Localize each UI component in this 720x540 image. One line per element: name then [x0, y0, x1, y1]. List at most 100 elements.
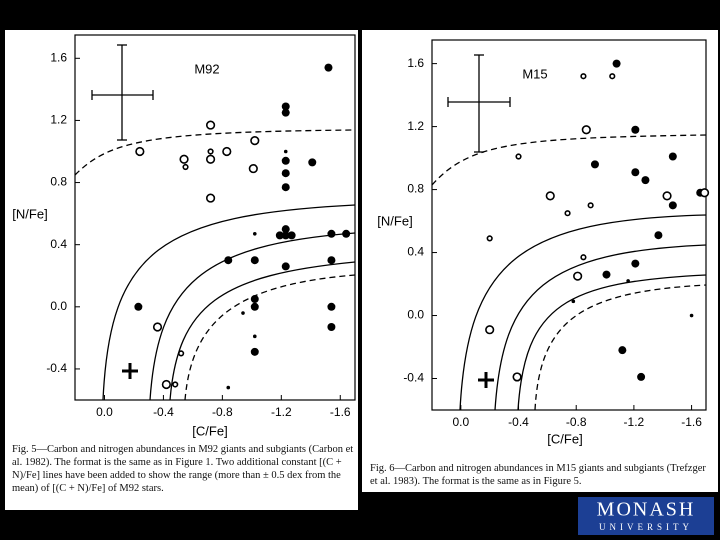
data-point [250, 347, 259, 356]
data-point [626, 279, 630, 283]
data-point [281, 169, 290, 178]
y-tick-label: 0.4 [50, 237, 67, 251]
dashed-curve [431, 134, 707, 186]
y-tick-label: 0.8 [407, 182, 424, 196]
x-tick-label: -0.8 [566, 415, 587, 429]
caption: Fig. 6—Carbon and nitrogen abundances in… [370, 463, 706, 487]
x-tick-label: -1.2 [271, 405, 292, 419]
data-point [581, 125, 591, 135]
data-point [205, 154, 216, 164]
data-point [699, 188, 710, 198]
data-point [281, 102, 290, 111]
x-tick-label: -1.6 [681, 415, 702, 429]
x-tick-label: -1.2 [624, 415, 645, 429]
data-point [327, 323, 336, 331]
dashed-curve [184, 274, 356, 401]
y-tick-label: -0.4 [46, 361, 67, 375]
annotation: M92 [194, 61, 219, 76]
data-point [327, 229, 336, 238]
x-tick-label: -1.6 [330, 405, 351, 419]
dashed-curve [534, 284, 707, 411]
data-point [172, 381, 179, 388]
y-tick-label: 1.6 [50, 50, 67, 64]
data-point [252, 334, 257, 339]
data-point [281, 262, 290, 271]
curve [459, 214, 707, 411]
y-axis-label: [N/Fe] [377, 213, 412, 228]
data-point [178, 350, 185, 357]
x-tick-label: -0.8 [212, 405, 233, 419]
data-point [222, 146, 232, 157]
data-point [580, 254, 587, 261]
curve [102, 204, 356, 401]
data-point [324, 63, 333, 72]
data-point [135, 146, 145, 157]
data-point [612, 59, 621, 68]
data-point [515, 153, 522, 160]
data-point [637, 372, 646, 381]
data-point [573, 271, 583, 281]
data-point [241, 311, 245, 315]
data-point [207, 148, 214, 155]
y-tick-label: 1.6 [407, 56, 424, 70]
data-point [668, 201, 677, 210]
curve [517, 274, 707, 411]
plot-frame [431, 39, 707, 411]
data-point [281, 108, 290, 117]
x-tick-label: -0.4 [508, 415, 529, 429]
data-point [668, 152, 677, 161]
x-tick-label: 0.0 [96, 405, 113, 419]
data-point [308, 158, 317, 167]
data-point [250, 256, 259, 265]
curve [169, 261, 356, 401]
logo-box [578, 497, 714, 535]
curve [494, 244, 707, 411]
data-point [486, 235, 493, 242]
data-point [662, 191, 672, 201]
data-point [205, 120, 216, 130]
plot-frame [74, 34, 356, 401]
plus-marker [122, 363, 494, 388]
curve [149, 232, 356, 401]
y-tick-label: 0.8 [50, 175, 67, 189]
panel [362, 30, 718, 492]
logo-name: MONASH [597, 499, 696, 521]
data-point [580, 73, 587, 80]
data-point [327, 256, 336, 265]
data-point [275, 231, 284, 240]
x-tick-label: 0.0 [452, 415, 469, 429]
data-point [252, 232, 257, 236]
y-tick-label: 1.2 [407, 119, 424, 133]
error-cross [91, 44, 511, 153]
x-axis-label: [C/Fe] [192, 423, 227, 438]
logo-subtitle: UNIVERSITY [599, 522, 693, 532]
data-point [281, 156, 290, 165]
data-point [618, 346, 627, 355]
data-point [161, 379, 171, 390]
panel [5, 30, 358, 510]
data-point [281, 183, 290, 192]
data-point [609, 73, 616, 80]
data-point [205, 193, 216, 203]
x-axis-label: [C/Fe] [547, 431, 582, 446]
data-point [631, 259, 640, 268]
data-point [590, 160, 599, 169]
y-tick-label: 1.2 [50, 113, 67, 127]
data-point [281, 225, 290, 234]
data-point [587, 202, 594, 209]
data-point [602, 270, 611, 279]
y-tick-label: 0.0 [407, 308, 424, 322]
data-point [226, 385, 231, 390]
data-point [281, 231, 290, 240]
data-point [283, 149, 288, 154]
data-point [564, 210, 571, 217]
data-point [327, 302, 336, 311]
data-point [545, 191, 555, 201]
data-point [631, 168, 640, 177]
data-point [287, 231, 296, 240]
data-point [485, 325, 495, 335]
data-point [250, 136, 260, 146]
y-tick-label: 0.4 [407, 245, 424, 259]
data-point [631, 125, 640, 134]
